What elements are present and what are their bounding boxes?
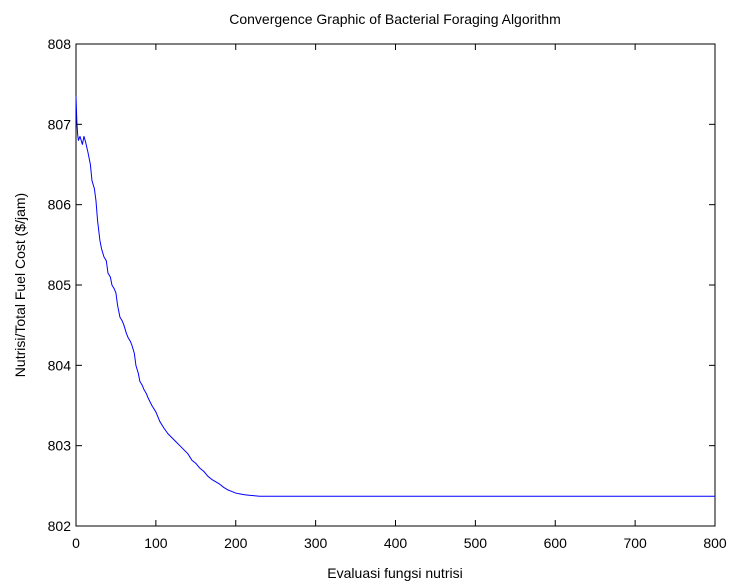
series-layer (75, 96, 715, 497)
y-axis-label: Nutrisi/Total Fuel Cost ($/jam) (12, 193, 28, 377)
x-tick-label: 400 (384, 535, 408, 551)
y-tick-label: 808 (48, 36, 72, 52)
y-tick-label: 802 (48, 518, 72, 534)
x-tick-label: 700 (623, 535, 647, 551)
x-tick-label: 500 (464, 535, 488, 551)
x-tick-label: 100 (144, 535, 168, 551)
x-axis-label: Evaluasi fungsi nutrisi (327, 565, 462, 581)
chart-title: Convergence Graphic of Bacterial Foragin… (229, 11, 561, 27)
x-tick-label: 300 (304, 535, 328, 551)
y-tick-label: 804 (48, 357, 72, 373)
x-tick-label: 200 (224, 535, 248, 551)
x-tick-label: 0 (72, 535, 80, 551)
plot-axes (75, 43, 716, 527)
x-tick-label: 800 (703, 535, 727, 551)
x-tick-label: 600 (544, 535, 568, 551)
y-tick-label: 805 (48, 277, 72, 293)
axis-ticks: 0 100 200 300 400 500 600 700 800 802 803 804 805 806… (48, 36, 727, 551)
y-tick-label: 803 (48, 438, 72, 454)
y-tick-label: 806 (48, 197, 72, 213)
y-tick-label: 807 (48, 116, 72, 132)
plot-area (75, 43, 716, 527)
series-line (75, 96, 715, 497)
